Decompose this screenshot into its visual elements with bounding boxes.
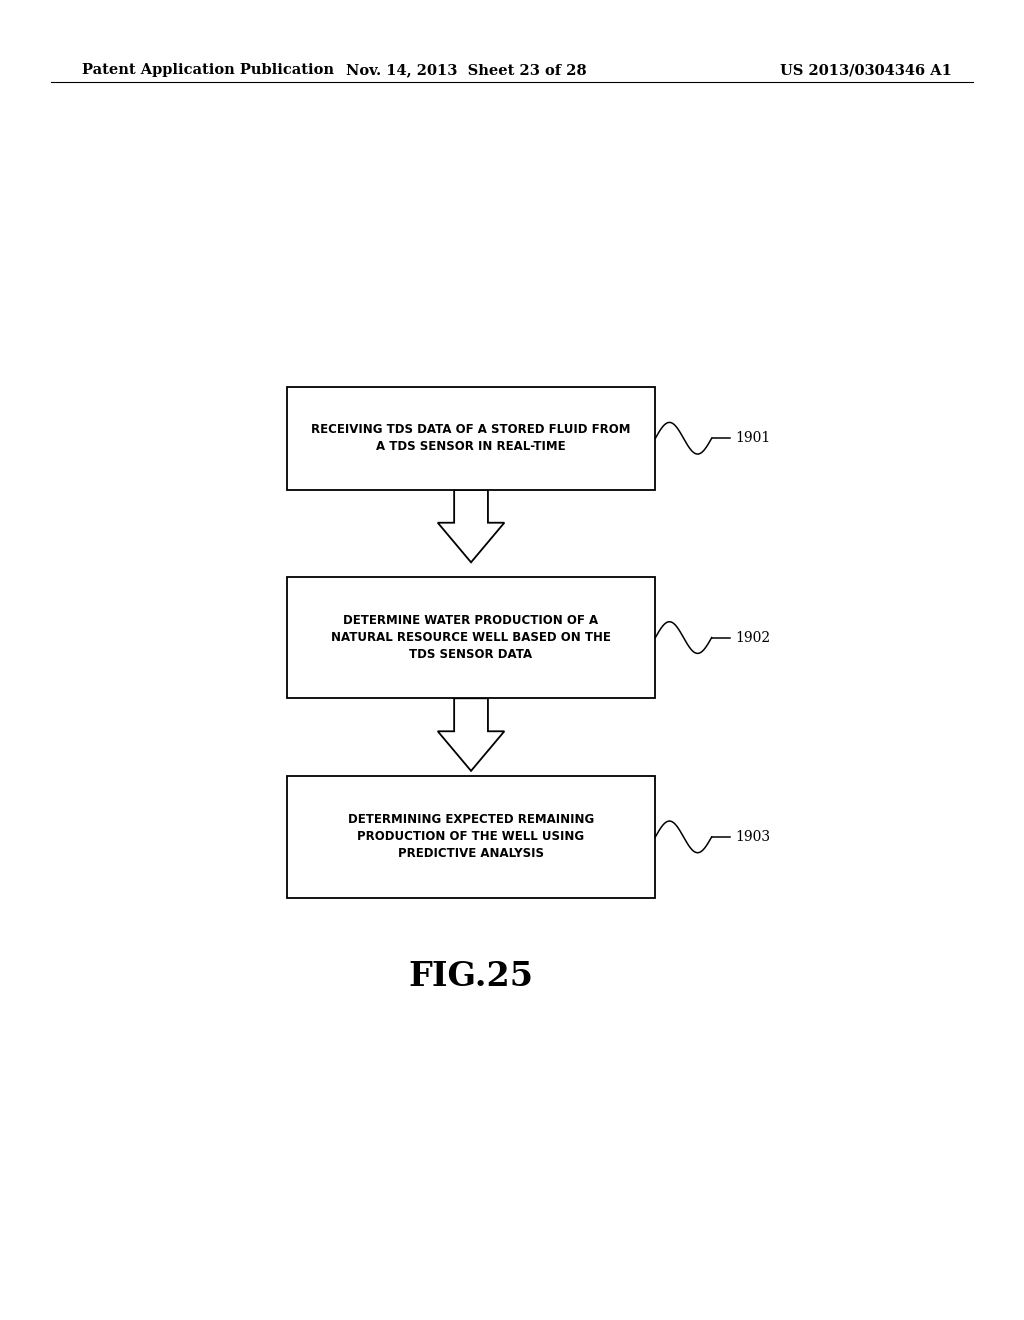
Text: DETERMINE WATER PRODUCTION OF A
NATURAL RESOURCE WELL BASED ON THE
TDS SENSOR DA: DETERMINE WATER PRODUCTION OF A NATURAL …	[331, 614, 611, 661]
Bar	[287, 387, 655, 490]
Text: Patent Application Publication: Patent Application Publication	[82, 63, 334, 78]
Bar	[287, 577, 655, 698]
Text: 1901: 1901	[735, 432, 770, 445]
Text: Nov. 14, 2013  Sheet 23 of 28: Nov. 14, 2013 Sheet 23 of 28	[346, 63, 586, 78]
Bar	[287, 776, 655, 898]
Text: RECEIVING TDS DATA OF A STORED FLUID FROM
A TDS SENSOR IN REAL-TIME: RECEIVING TDS DATA OF A STORED FLUID FRO…	[311, 424, 631, 453]
Text: FIG.25: FIG.25	[409, 961, 534, 993]
Polygon shape	[438, 698, 505, 771]
Text: DETERMINING EXPECTED REMAINING
PRODUCTION OF THE WELL USING
PREDICTIVE ANALYSIS: DETERMINING EXPECTED REMAINING PRODUCTIO…	[348, 813, 594, 861]
Text: 1902: 1902	[735, 631, 770, 644]
Text: 1903: 1903	[735, 830, 770, 843]
Polygon shape	[438, 490, 505, 562]
Text: US 2013/0304346 A1: US 2013/0304346 A1	[780, 63, 952, 78]
